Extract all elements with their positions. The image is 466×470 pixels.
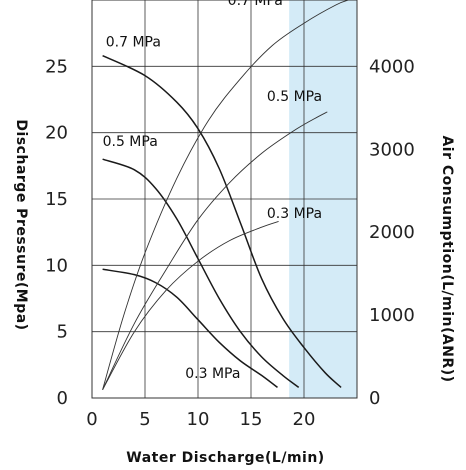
y-left-axis-title: Discharge Pressure(Mpa) bbox=[13, 119, 29, 330]
x-tick-label: 10 bbox=[187, 409, 210, 430]
curve-label: 0.3 MPa bbox=[267, 206, 322, 222]
curve-label: 0.7 MPa bbox=[228, 0, 283, 9]
air-consumption-curve bbox=[102, 111, 328, 390]
ticks: 0 5 10 15 20 0 5 10 15 20 25 0 1000 2000 3000 4000 bbox=[45, 56, 415, 430]
pressure-curve bbox=[102, 55, 342, 388]
y-left-tick-label: 10 bbox=[45, 255, 68, 276]
y-left-tick-label: 25 bbox=[45, 56, 68, 77]
air-consumption-curve bbox=[102, 220, 279, 390]
y-right-tick-label: 0 bbox=[369, 388, 380, 409]
x-axis-title: Water Discharge(L/min) bbox=[126, 450, 324, 466]
x-tick-label: 5 bbox=[139, 409, 150, 430]
y-right-tick-label: 2000 bbox=[369, 222, 415, 243]
plot-frame bbox=[91, 0, 358, 399]
y-left-tick-label: 0 bbox=[57, 388, 68, 409]
y-left-tick-label: 20 bbox=[45, 123, 68, 144]
y-right-axis-title: Air Consumption(L/min(ANR)) bbox=[439, 135, 455, 382]
x-tick-label: 0 bbox=[86, 409, 97, 430]
y-left-tick-label: 5 bbox=[57, 322, 68, 343]
y-right-tick-label: 1000 bbox=[369, 305, 415, 326]
x-tick-label: 20 bbox=[293, 409, 316, 430]
x-tick-label: 15 bbox=[240, 409, 263, 430]
curves bbox=[102, 0, 349, 390]
curve-label: 0.3 MPa bbox=[185, 366, 240, 382]
y-left-tick-label: 15 bbox=[45, 189, 68, 210]
y-right-tick-label: 4000 bbox=[369, 56, 415, 77]
curve-labels: 0.7 MPa 0.5 MPa 0.3 MPa 0.7 MPa 0.5 MPa 0.3 M… bbox=[103, 0, 322, 382]
y-right-tick-label: 3000 bbox=[369, 139, 415, 160]
pressure-curve bbox=[102, 158, 300, 388]
air-consumption-curve bbox=[102, 0, 349, 390]
curve-label: 0.5 MPa bbox=[103, 134, 158, 150]
curve-label: 0.7 MPa bbox=[106, 34, 161, 50]
pressure-curve bbox=[102, 268, 278, 388]
curve-label: 0.5 MPa bbox=[267, 89, 322, 105]
